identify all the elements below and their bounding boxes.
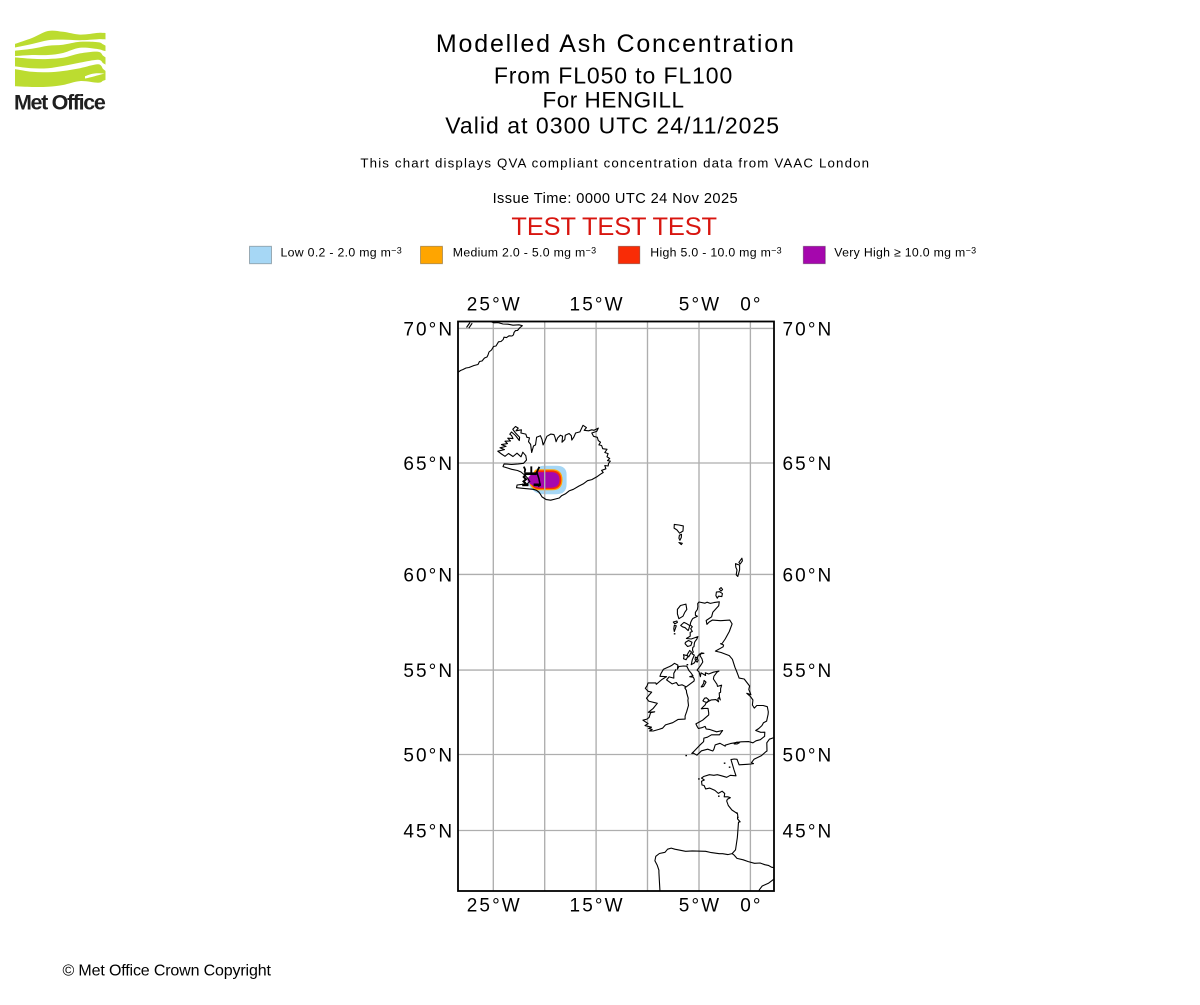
svg-text:15°W: 15°W bbox=[570, 295, 625, 316]
svg-text:50°N: 50°N bbox=[783, 746, 834, 767]
svg-text:Very High ≥ 10.0 mg m−3: Very High ≥ 10.0 mg m−3 bbox=[834, 245, 976, 259]
svg-text:55°N: 55°N bbox=[783, 661, 834, 682]
svg-text:TEST TEST TEST: TEST TEST TEST bbox=[511, 213, 717, 241]
svg-text:50°N: 50°N bbox=[403, 746, 454, 767]
svg-text:Medium 2.0 - 5.0 mg m−3: Medium 2.0 - 5.0 mg m−3 bbox=[453, 245, 597, 259]
svg-text:65°N: 65°N bbox=[403, 454, 454, 475]
svg-text:This chart displays QVA compli: This chart displays QVA compliant concen… bbox=[360, 155, 870, 170]
svg-text:For HENGILL: For HENGILL bbox=[542, 88, 684, 113]
svg-text:45°N: 45°N bbox=[783, 822, 834, 843]
svg-text:© Met Office Crown Copyright: © Met Office Crown Copyright bbox=[63, 962, 272, 979]
svg-text:Met Office: Met Office bbox=[14, 91, 106, 115]
svg-text:25°W: 25°W bbox=[467, 896, 522, 917]
svg-text:25°W: 25°W bbox=[467, 295, 522, 316]
svg-text:Low 0.2 - 2.0 mg m−3: Low 0.2 - 2.0 mg m−3 bbox=[281, 245, 403, 259]
svg-text:45°N: 45°N bbox=[403, 822, 454, 843]
svg-text:55°N: 55°N bbox=[403, 661, 454, 682]
svg-text:0°: 0° bbox=[740, 295, 762, 316]
svg-text:5°W: 5°W bbox=[679, 896, 721, 917]
svg-text:60°N: 60°N bbox=[783, 565, 834, 586]
svg-text:70°N: 70°N bbox=[783, 319, 834, 340]
svg-text:Valid at 0300 UTC 24/11/2025: Valid at 0300 UTC 24/11/2025 bbox=[445, 112, 780, 138]
svg-text:0°: 0° bbox=[740, 896, 762, 917]
svg-text:High 5.0 - 10.0 mg m−3: High 5.0 - 10.0 mg m−3 bbox=[650, 245, 782, 259]
svg-text:70°N: 70°N bbox=[403, 319, 454, 340]
svg-text:15°W: 15°W bbox=[570, 896, 625, 917]
svg-text:5°W: 5°W bbox=[679, 295, 721, 316]
svg-text:65°N: 65°N bbox=[783, 454, 834, 475]
svg-text:From FL050 to FL100: From FL050 to FL100 bbox=[494, 62, 733, 88]
svg-text:Issue Time: 0000 UTC 24 Nov 20: Issue Time: 0000 UTC 24 Nov 2025 bbox=[493, 191, 738, 207]
svg-text:Modelled Ash Concentration: Modelled Ash Concentration bbox=[436, 30, 796, 58]
svg-text:60°N: 60°N bbox=[403, 565, 454, 586]
